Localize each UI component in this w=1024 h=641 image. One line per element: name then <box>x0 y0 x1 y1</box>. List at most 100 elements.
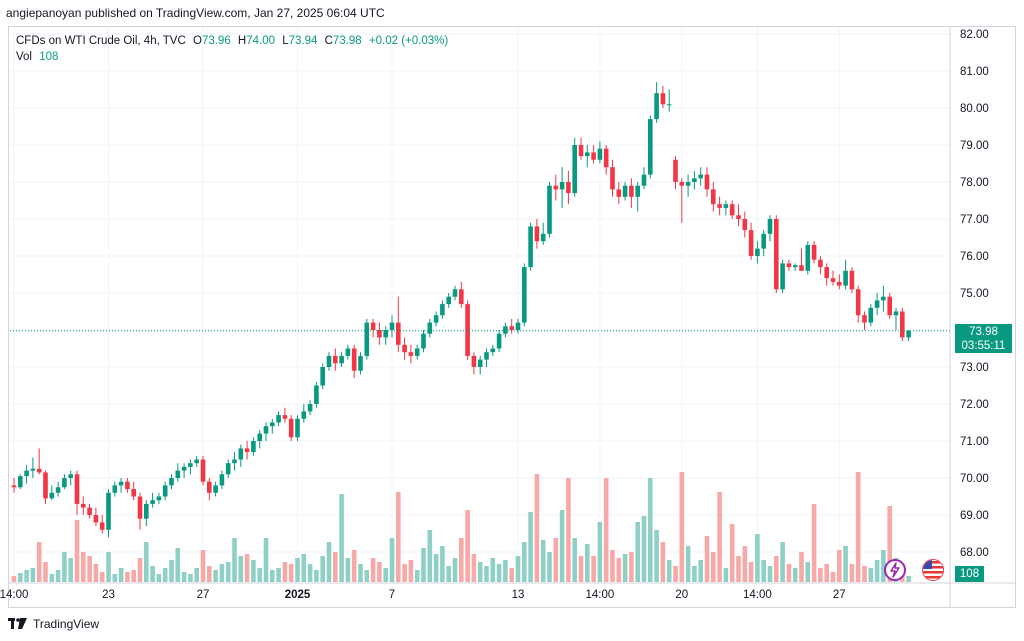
candle-body <box>824 267 829 279</box>
volume-bar <box>484 566 489 582</box>
lightning-icon[interactable] <box>884 559 906 581</box>
candle-body <box>263 426 269 434</box>
candle-body <box>717 204 722 208</box>
candle-body <box>24 470 29 477</box>
volume-bar <box>301 554 307 582</box>
volume-bar <box>87 556 92 582</box>
y-tick-label: 69.00 <box>960 510 989 522</box>
volume-value: 108 <box>39 51 59 63</box>
candle-body <box>597 148 603 160</box>
volume-bar <box>559 510 565 582</box>
volume-bar <box>414 570 420 582</box>
volume-bar <box>125 572 130 582</box>
volume-bar <box>629 552 634 582</box>
volume-bar <box>585 544 590 582</box>
tradingview-logo-icon <box>8 618 27 629</box>
close-value: 73.98 <box>332 35 362 47</box>
candle-body <box>566 182 571 194</box>
volume-bar <box>868 568 874 582</box>
x-tick-label: 7 <box>389 589 395 601</box>
ohlc-line: CFDs on WTI Crude Oil, 4h, TVC O73.96 H7… <box>16 34 448 49</box>
bar-countdown: 03:55:11 <box>961 340 1006 352</box>
candle-body <box>144 503 149 519</box>
candle-body <box>238 448 244 460</box>
us-flag-icon[interactable] <box>922 559 944 581</box>
volume-bar <box>566 478 571 582</box>
volume-bar <box>144 542 149 582</box>
volume-bar <box>818 568 823 582</box>
candle-body <box>257 433 262 441</box>
volume-bar <box>440 546 445 582</box>
candle-body <box>118 481 124 486</box>
volume-bar <box>540 540 546 582</box>
candle-body <box>93 515 99 523</box>
footer-brand: TradingView <box>33 617 100 631</box>
x-tick-label: 14:00 <box>743 589 772 601</box>
candle-body <box>635 185 640 197</box>
candle-body <box>213 485 218 493</box>
volume-bar <box>263 538 269 582</box>
volume-bar <box>698 560 703 582</box>
candle-body <box>62 478 67 488</box>
volume-label: Vol <box>16 51 32 63</box>
last-price: 73.98 <box>969 326 998 338</box>
candle-body <box>181 466 187 471</box>
volume-bar <box>11 576 17 582</box>
candle-body <box>509 326 514 330</box>
volume-bar <box>408 560 414 582</box>
volume-bar <box>200 550 206 582</box>
candle-body <box>855 289 861 316</box>
y-tick-label: 68.00 <box>960 547 989 559</box>
volume-bar <box>704 536 710 582</box>
volume-bar <box>547 552 552 582</box>
candle-body <box>748 230 754 256</box>
volume-bar <box>112 574 118 582</box>
volume-bar <box>805 562 811 582</box>
volume-bar <box>641 516 647 582</box>
volume-bar <box>522 542 527 582</box>
candle-body <box>761 233 766 249</box>
candle-body <box>396 322 401 345</box>
candle-body <box>137 496 143 519</box>
volume-bar <box>162 568 168 582</box>
volume-bar <box>465 510 470 582</box>
volume-bar <box>824 564 829 582</box>
volume-bar <box>320 556 325 582</box>
candle-body <box>446 296 451 305</box>
volume-bar <box>849 564 855 582</box>
candle-body <box>849 270 855 290</box>
volume-tag: 108 <box>955 566 984 582</box>
candle-body <box>692 178 697 182</box>
volume-bar <box>36 542 42 582</box>
candle-body <box>175 470 181 478</box>
candle-body <box>87 507 92 515</box>
candle-body <box>106 492 111 530</box>
candle-body <box>490 348 496 353</box>
y-tick-label: 75.00 <box>960 288 989 300</box>
volume-bar <box>862 566 867 582</box>
candle-body <box>528 226 533 268</box>
volume-bar <box>276 568 281 582</box>
candle-body <box>99 522 105 530</box>
candle-body <box>792 265 798 268</box>
candle-body <box>49 492 55 499</box>
volume-bar <box>459 538 464 582</box>
volume-bar <box>24 570 29 582</box>
candle-body <box>799 265 804 271</box>
candle-body <box>150 500 155 504</box>
volume-bar <box>509 568 514 582</box>
volume-bar <box>660 542 666 582</box>
y-tick-label: 76.00 <box>960 251 989 263</box>
candle-body <box>326 355 332 367</box>
candle-body <box>125 481 130 490</box>
volume-bar <box>811 504 817 582</box>
volume-bar <box>68 558 73 582</box>
candle-body <box>704 174 710 190</box>
volume-bar <box>490 558 496 582</box>
volume-bar <box>471 554 477 582</box>
candle-body <box>219 474 225 486</box>
candle-body <box>679 182 685 186</box>
candle-body <box>131 489 136 497</box>
candle-body <box>414 348 420 356</box>
